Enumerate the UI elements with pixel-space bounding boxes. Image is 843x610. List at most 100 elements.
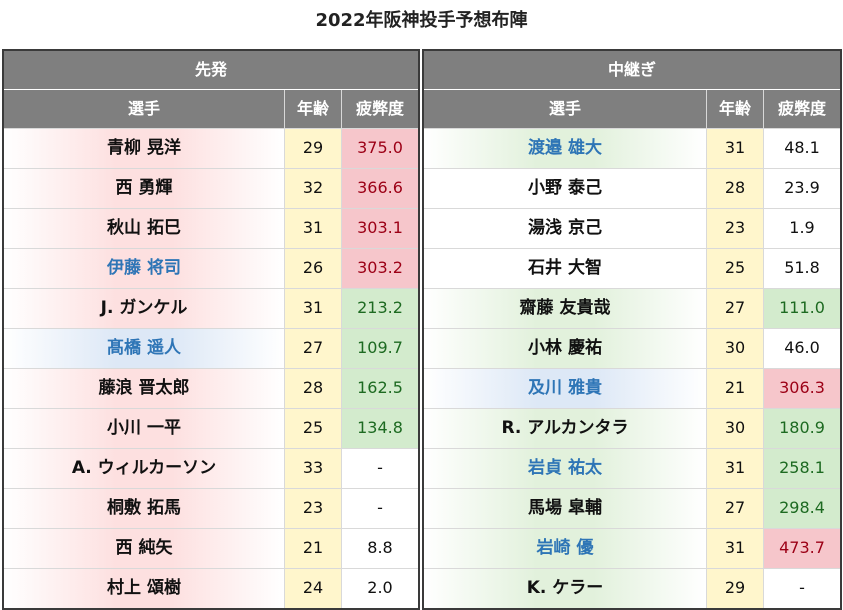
player-age: 21 <box>285 529 342 568</box>
player-name: 藤浪 晋太郎 <box>4 369 285 408</box>
relievers-table: 中継ぎ 選手 年齢 疲弊度 渡邉 雄大 31 48.1 小野 泰己 28 23.9 湯浅 京… <box>422 49 842 610</box>
player-age: 30 <box>707 409 764 448</box>
player-age: 21 <box>707 369 764 408</box>
player-fatigue: 366.6 <box>342 169 418 208</box>
table-row: 小川 一平 25 134.8 <box>4 408 418 448</box>
player-name: 渡邉 雄大 <box>424 129 707 168</box>
player-fatigue: 46.0 <box>764 329 840 368</box>
table-row: 秋山 拓巳 31 303.1 <box>4 208 418 248</box>
table-row: 青柳 晃洋 29 375.0 <box>4 128 418 168</box>
player-fatigue: 8.8 <box>342 529 418 568</box>
table-row: 伊藤 将司 26 303.2 <box>4 248 418 288</box>
table-row: 馬場 皐輔 27 298.4 <box>424 488 840 528</box>
player-name: 馬場 皐輔 <box>424 489 707 528</box>
player-name: 小川 一平 <box>4 409 285 448</box>
player-fatigue: 258.1 <box>764 449 840 488</box>
player-name: A. ウィルカーソン <box>4 449 285 488</box>
table-row: 石井 大智 25 51.8 <box>424 248 840 288</box>
player-name: 村上 頌樹 <box>4 569 285 608</box>
player-age: 24 <box>285 569 342 608</box>
table-row: 西 勇輝 32 366.6 <box>4 168 418 208</box>
table-row: A. ウィルカーソン 33- <box>4 448 418 488</box>
table-row: 及川 雅貴 21 306.3 <box>424 368 840 408</box>
column-header-name: 選手 <box>4 90 285 128</box>
player-fatigue: - <box>342 489 418 528</box>
table-row: 小林 慶祐 30 46.0 <box>424 328 840 368</box>
player-age: 32 <box>285 169 342 208</box>
column-header-age: 年齢 <box>707 90 764 128</box>
table-row: 小野 泰己 28 23.9 <box>424 168 840 208</box>
table-row: 藤浪 晋太郎 28 162.5 <box>4 368 418 408</box>
player-name: K. ケラー <box>424 569 707 608</box>
player-age: 33 <box>285 449 342 488</box>
player-age: 27 <box>707 289 764 328</box>
player-fatigue: 213.2 <box>342 289 418 328</box>
player-fatigue: 162.5 <box>342 369 418 408</box>
table-row: 岩貞 祐太 31 258.1 <box>424 448 840 488</box>
starters-rows: 青柳 晃洋 29 375.0 西 勇輝 32 366.6 秋山 拓巳 31 303.1 伊藤 将司… <box>4 128 418 608</box>
table-row: 湯浅 京己 23 1.9 <box>424 208 840 248</box>
player-fatigue: 51.8 <box>764 249 840 288</box>
player-name: 桐敷 拓馬 <box>4 489 285 528</box>
player-age: 25 <box>707 249 764 288</box>
player-fatigue: - <box>342 449 418 488</box>
player-name: 小野 泰己 <box>424 169 707 208</box>
player-fatigue: 134.8 <box>342 409 418 448</box>
player-fatigue: 111.0 <box>764 289 840 328</box>
player-age: 29 <box>707 569 764 608</box>
table-row: R. アルカンタラ 30 180.9 <box>424 408 840 448</box>
player-name: 秋山 拓巳 <box>4 209 285 248</box>
player-name: 伊藤 将司 <box>4 249 285 288</box>
column-header-age: 年齢 <box>285 90 342 128</box>
player-age: 31 <box>707 529 764 568</box>
player-fatigue: 306.3 <box>764 369 840 408</box>
table-row: 髙橋 遥人 27 109.7 <box>4 328 418 368</box>
player-age: 31 <box>285 209 342 248</box>
player-age: 23 <box>285 489 342 528</box>
player-age: 23 <box>707 209 764 248</box>
player-name: 岩貞 祐太 <box>424 449 707 488</box>
player-name: J. ガンケル <box>4 289 285 328</box>
table-row: 渡邉 雄大 31 48.1 <box>424 128 840 168</box>
table-row: K. ケラー 29- <box>424 568 840 608</box>
player-age: 27 <box>707 489 764 528</box>
player-name: 及川 雅貴 <box>424 369 707 408</box>
player-fatigue: 2.0 <box>342 569 418 608</box>
player-name: 西 純矢 <box>4 529 285 568</box>
player-fatigue: 23.9 <box>764 169 840 208</box>
player-name: 髙橋 遥人 <box>4 329 285 368</box>
player-name: 石井 大智 <box>424 249 707 288</box>
player-age: 31 <box>707 129 764 168</box>
player-name: R. アルカンタラ <box>424 409 707 448</box>
column-header-row: 選手 年齢 疲弊度 <box>424 90 840 128</box>
player-fatigue: 298.4 <box>764 489 840 528</box>
player-fatigue: 473.7 <box>764 529 840 568</box>
player-fatigue: 180.9 <box>764 409 840 448</box>
player-age: 30 <box>707 329 764 368</box>
column-header-name: 選手 <box>424 90 707 128</box>
player-fatigue: 109.7 <box>342 329 418 368</box>
player-age: 28 <box>707 169 764 208</box>
column-header-row: 選手 年齢 疲弊度 <box>4 90 418 128</box>
relievers-rows: 渡邉 雄大 31 48.1 小野 泰己 28 23.9 湯浅 京己 23 1.9 石井 大智 25 5… <box>424 128 840 608</box>
column-header-fatigue: 疲弊度 <box>355 99 404 118</box>
column-header-fatigue: 疲弊度 <box>777 99 826 118</box>
player-age: 26 <box>285 249 342 288</box>
player-name: 小林 慶祐 <box>424 329 707 368</box>
player-fatigue: 303.2 <box>342 249 418 288</box>
player-age: 31 <box>285 289 342 328</box>
table-row: 村上 頌樹 24 2.0 <box>4 568 418 608</box>
table-row: 桐敷 拓馬 23- <box>4 488 418 528</box>
table-row: 齋藤 友貴哉 27 111.0 <box>424 288 840 328</box>
player-fatigue: 375.0 <box>342 129 418 168</box>
player-age: 28 <box>285 369 342 408</box>
player-age: 31 <box>707 449 764 488</box>
player-age: 27 <box>285 329 342 368</box>
player-fatigue: - <box>764 569 840 608</box>
page-title: 2022年阪神投手予想布陣 <box>315 10 528 31</box>
player-age: 29 <box>285 129 342 168</box>
player-name: 青柳 晃洋 <box>4 129 285 168</box>
section-header-starters: 先発 <box>4 51 418 90</box>
player-age: 25 <box>285 409 342 448</box>
player-fatigue: 48.1 <box>764 129 840 168</box>
